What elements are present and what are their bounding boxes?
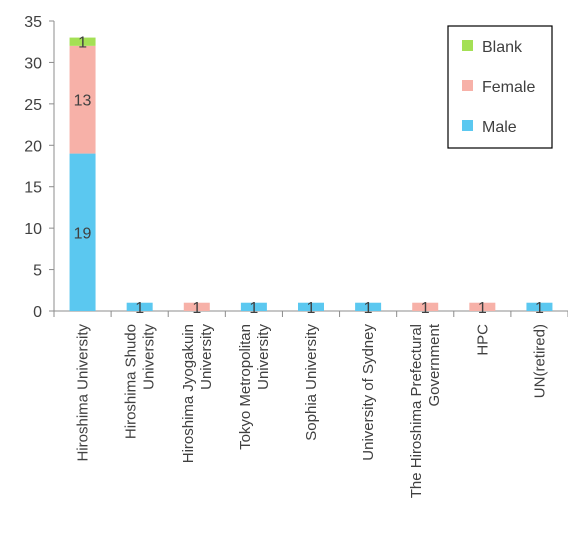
data-label: 1 [135,300,144,317]
data-label: 1 [421,300,430,317]
category-label: Tokyo Metropolitan University [237,324,272,450]
category-label-line: HPC [474,324,491,356]
data-label: 13 [74,93,92,110]
category-label: HPC [474,324,491,356]
category-label-line: UN(retired) [531,324,548,398]
category-label-line: Hiroshima University [75,324,92,462]
bar-segment-male [355,302,382,311]
category-label-line: University [255,324,272,390]
category-label: Hiroshima University [75,324,92,462]
category-label: Sophia University [303,324,320,441]
data-label: 1 [307,300,316,317]
y-tick-label: 25 [24,97,42,114]
legend-label: Female [482,79,535,96]
y-tick-label: 5 [33,263,42,280]
bar-segment-female [69,45,96,154]
legend: Blank Female Male [447,25,553,149]
category-label-line: The Hiroshima Prefectural [408,324,425,498]
y-tick-label: 35 [24,14,42,31]
bar-segment-male [69,153,96,311]
bar-segment-male [126,302,153,311]
category-label-line: Tokyo Metropolitan [237,324,254,450]
y-tick-label: 30 [24,55,42,72]
legend-label: Male [482,119,517,136]
data-labels: 19 13 1 1 1 1 1 1 1 1 1 [74,35,544,317]
data-label: 1 [249,300,258,317]
legend-swatch-female [462,80,473,91]
legend-swatch-blank [462,40,473,51]
legend-label: Blank [482,39,523,56]
data-label: 1 [192,300,201,317]
category-label-line: Hiroshima Jyogakuin [180,324,197,463]
bar-segment-female [469,302,496,311]
category-label-line: Government [426,323,443,406]
category-label: UN(retired) [531,324,548,398]
category-label-line: University [198,324,215,390]
y-tick-label: 0 [33,304,42,321]
category-label-line: Sophia University [303,324,320,441]
bar-segment-blank [69,37,96,46]
category-label-line: University [141,324,158,390]
data-label: 1 [535,300,544,317]
y-tick-label: 10 [24,221,42,238]
legend-swatch-male [462,120,473,131]
data-label: 1 [78,35,87,52]
bar-segment-male [298,302,324,311]
bar-segment-male [526,302,553,311]
bar-segment-female [183,302,210,311]
category-label-line: Hiroshima Shudo [123,324,140,439]
data-label: 19 [74,225,92,242]
category-label: University of Sydney [360,324,377,461]
category-label-line: University of Sydney [360,324,377,461]
y-tick-label: 15 [24,180,42,197]
category-label: The Hiroshima Prefectural Government [408,323,443,498]
bar-segment-female [412,302,439,311]
category-label: Hiroshima Shudo University [123,324,158,440]
bars [69,37,553,311]
data-label: 1 [478,300,487,317]
bar-segment-male [240,302,267,311]
data-label: 1 [364,300,373,317]
y-tick-label: 20 [24,138,42,155]
category-labels: Hiroshima University Hiroshima Shudo Unive… [75,323,549,498]
category-label: Hiroshima Jyogakuin University [180,324,215,464]
